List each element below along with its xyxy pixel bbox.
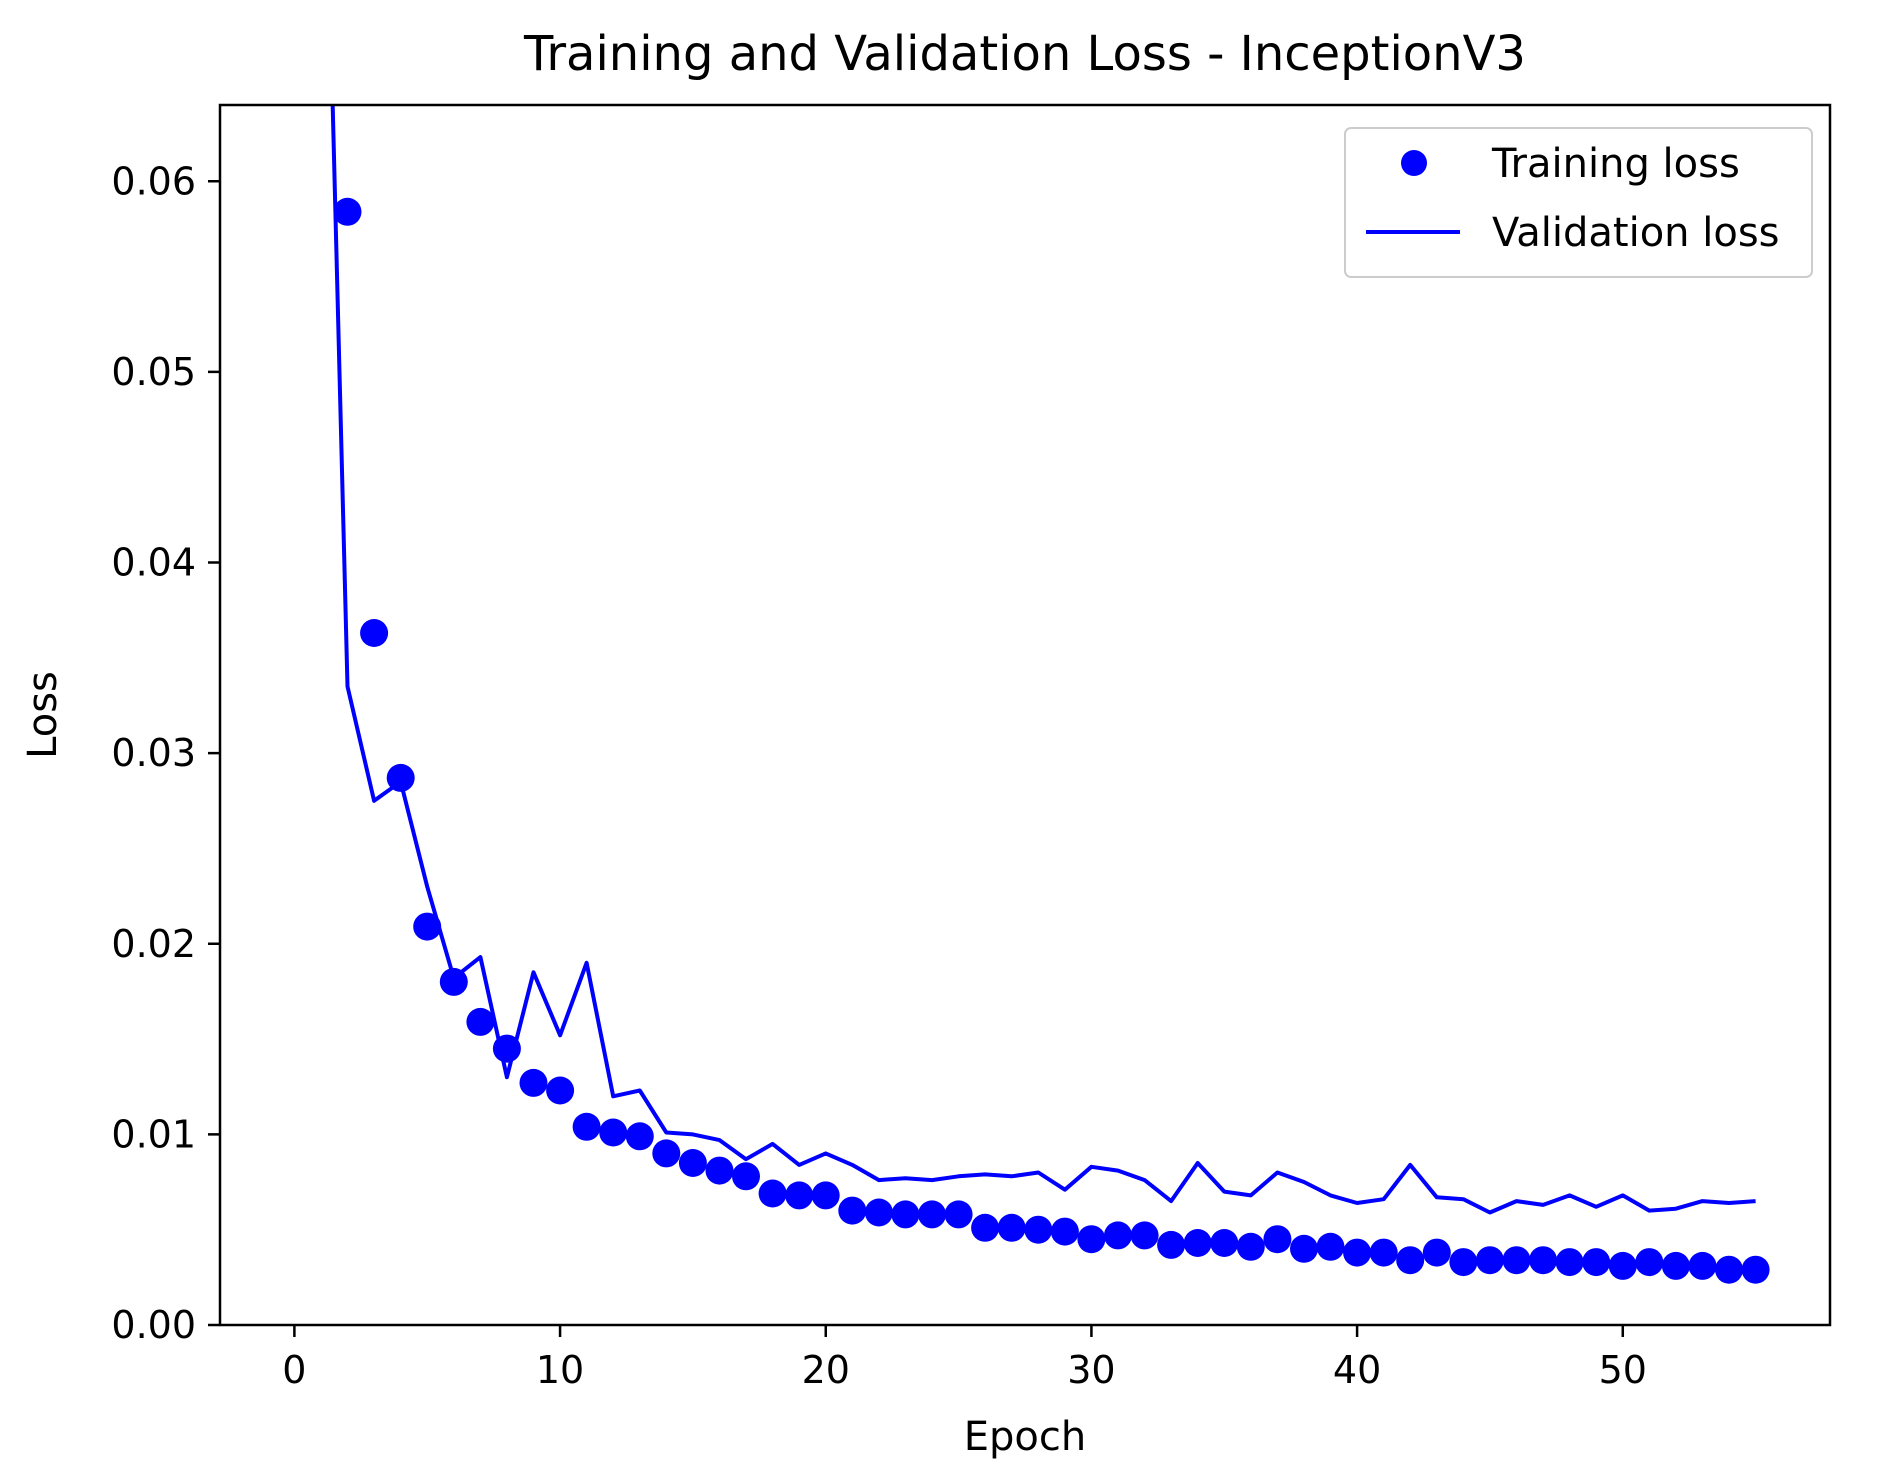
training-loss-point <box>785 1181 814 1210</box>
training-loss-point <box>1236 1232 1265 1261</box>
training-loss-point <box>1263 1225 1292 1254</box>
training-loss-point <box>599 1118 628 1147</box>
x-tick-label: 0 <box>282 1348 306 1392</box>
y-tick-label: 0.02 <box>111 922 196 966</box>
training-loss-point <box>572 1112 601 1141</box>
training-loss-point <box>439 967 468 996</box>
training-loss-point <box>811 1181 840 1210</box>
legend: Training loss Validation loss <box>1344 127 1813 278</box>
validation-loss-line <box>330 105 1756 1215</box>
training-loss-point <box>1050 1217 1079 1246</box>
training-loss-point <box>944 1200 973 1229</box>
training-loss-point <box>1024 1215 1053 1244</box>
training-loss-point <box>891 1200 920 1229</box>
training-loss-point <box>1741 1255 1770 1284</box>
training-loss-point <box>864 1198 893 1227</box>
plot-area <box>330 105 1770 1284</box>
training-loss-point <box>1715 1255 1743 1284</box>
x-axis: 0 10 20 30 40 50 <box>282 1325 1647 1392</box>
training-loss-point <box>1077 1225 1106 1254</box>
training-loss-point <box>971 1213 1000 1242</box>
x-tick-label: 40 <box>1333 1348 1381 1392</box>
training-loss-point <box>732 1162 760 1191</box>
legend-validation-label: Validation loss <box>1492 210 1780 256</box>
legend-training-label: Training loss <box>1491 141 1740 187</box>
training-loss-point <box>1502 1246 1531 1275</box>
training-loss-point <box>466 1007 495 1036</box>
plot-frame <box>218 103 1832 1327</box>
training-loss-point <box>1582 1248 1611 1277</box>
training-loss-point <box>1130 1221 1159 1250</box>
training-loss-point <box>1316 1232 1345 1261</box>
chart-title: Training and Validation Loss - Inception… <box>523 26 1526 82</box>
training-loss-point <box>519 1068 548 1097</box>
training-loss-point <box>413 912 442 941</box>
training-loss-point <box>652 1139 681 1168</box>
training-loss-point <box>1104 1221 1132 1250</box>
training-loss-point <box>758 1179 787 1208</box>
x-tick-label: 20 <box>802 1348 850 1392</box>
legend-training-marker <box>1401 150 1427 176</box>
training-loss-point <box>1608 1251 1637 1280</box>
training-loss-point <box>360 619 389 647</box>
y-tick-label: 0.06 <box>111 159 196 203</box>
training-loss-point <box>546 1076 575 1105</box>
training-loss-point <box>386 763 415 792</box>
x-tick-label: 30 <box>1067 1348 1115 1392</box>
y-axis-label: Loss <box>20 671 66 759</box>
training-loss-point <box>1210 1229 1239 1257</box>
y-tick-label: 0.00 <box>111 1303 196 1347</box>
training-loss-point <box>625 1122 654 1151</box>
y-tick-label: 0.03 <box>111 731 196 775</box>
x-tick-label: 50 <box>1599 1348 1647 1392</box>
training-loss-point <box>1157 1230 1186 1259</box>
training-loss-point <box>918 1200 946 1229</box>
training-loss-point <box>1529 1246 1558 1275</box>
training-loss-point <box>1343 1238 1372 1267</box>
training-loss-point <box>1635 1248 1664 1277</box>
legend-box <box>1344 127 1813 278</box>
training-loss-point <box>1183 1229 1212 1257</box>
training-loss-point <box>1555 1248 1584 1277</box>
training-loss-point <box>1688 1251 1717 1280</box>
training-loss-point <box>492 1034 521 1063</box>
x-tick-label: 10 <box>536 1348 584 1392</box>
training-loss-point <box>705 1156 734 1185</box>
y-tick-label: 0.05 <box>111 350 196 394</box>
training-loss-point <box>1475 1246 1504 1275</box>
y-tick-label: 0.04 <box>111 541 196 585</box>
training-loss-point <box>1422 1238 1451 1267</box>
training-loss-point <box>1290 1234 1318 1263</box>
y-axis: 0.00 0.01 0.02 0.03 0.04 0.05 0.06 <box>111 159 220 1347</box>
training-loss-point <box>997 1213 1026 1242</box>
x-axis-label: Epoch <box>964 1414 1086 1460</box>
training-loss-point <box>1369 1238 1398 1267</box>
training-loss-point <box>1661 1251 1690 1280</box>
y-tick-label: 0.01 <box>111 1112 196 1156</box>
training-loss-point <box>1449 1248 1478 1277</box>
training-loss-point <box>333 197 362 226</box>
training-loss-point <box>678 1149 707 1177</box>
training-loss-point <box>1396 1246 1425 1275</box>
training-loss-point <box>838 1196 867 1225</box>
training-loss-points <box>333 197 1770 1284</box>
